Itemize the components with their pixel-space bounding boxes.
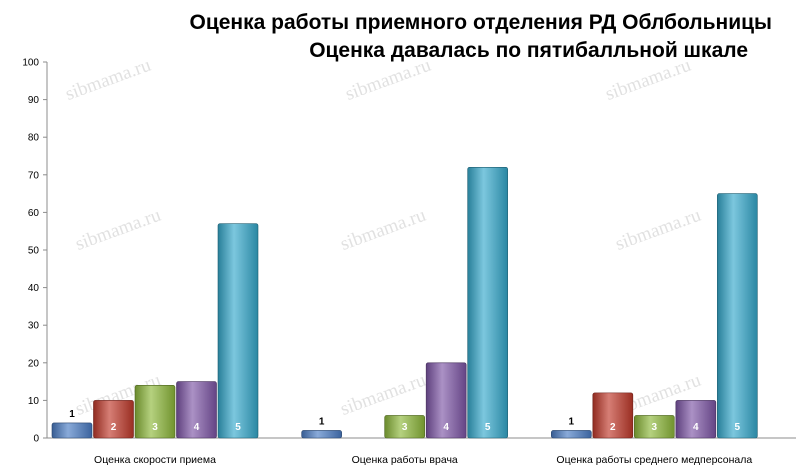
bar-label-0-2: 3 xyxy=(152,422,158,433)
bar-1-4 xyxy=(467,166,508,439)
bar-2-1 xyxy=(592,392,634,439)
category-label: Оценка работы врача xyxy=(352,454,458,466)
category-labels: Оценка скорости приема Оценка работы врач… xyxy=(94,454,752,466)
y-tick-label: 20 xyxy=(28,358,40,369)
bar-0-2 xyxy=(134,385,176,439)
bar-label-2-1: 2 xyxy=(610,422,616,433)
bar-label-0-0: 1 xyxy=(69,409,75,420)
bars: 1 2 3 4 5 1 3 4 5 1 2 3 4 5 xyxy=(51,166,758,439)
bar-label-1-2: 3 xyxy=(402,422,408,433)
bar-0-3 xyxy=(176,381,217,439)
y-tick-label: 0 xyxy=(33,434,39,445)
watermark-text: sibmama.ru xyxy=(63,55,154,105)
category-label: Оценка работы среднего медперсонала xyxy=(556,454,752,466)
bar-0-1 xyxy=(93,400,134,439)
watermark-text: sibmama.ru xyxy=(73,205,164,255)
category-label: Оценка скорости приема xyxy=(94,454,216,466)
y-tick-label: 60 xyxy=(28,208,40,219)
chart-subtitle: Оценка давалась по пятибалльной шкале xyxy=(309,39,748,62)
watermark-text: sibmama.ru xyxy=(343,55,434,105)
bar-label-0-1: 2 xyxy=(111,422,117,433)
y-tick-label: 70 xyxy=(28,170,40,181)
bar-0-0 xyxy=(51,422,93,439)
bar-label-1-3: 4 xyxy=(443,422,449,433)
bar-1-2 xyxy=(384,415,425,439)
y-tick-label: 90 xyxy=(28,95,40,106)
bar-0-4 xyxy=(217,223,259,439)
bar-2-0 xyxy=(551,430,592,439)
bar-1-3 xyxy=(425,362,467,439)
y-tick-label: 30 xyxy=(28,321,40,332)
bar-2-3 xyxy=(675,400,717,439)
bar-label-2-0: 1 xyxy=(569,416,575,427)
watermark-text: sibmama.ru xyxy=(338,205,429,255)
watermark-text: sibmama.ru xyxy=(338,370,429,420)
bar-label-1-0: 1 xyxy=(319,416,325,427)
watermark-text: sibmama.ru xyxy=(613,205,704,255)
bar-label-0-4: 5 xyxy=(235,422,241,433)
bar-label-2-3: 4 xyxy=(693,422,699,433)
chart-title: Оценка работы приемного отделения РД Обл… xyxy=(189,11,772,34)
bar-1-0 xyxy=(301,430,342,439)
bar-label-2-4: 5 xyxy=(735,422,741,433)
y-tick-label: 40 xyxy=(28,283,40,294)
bar-label-1-4: 5 xyxy=(485,422,491,433)
bar-2-4 xyxy=(717,193,758,439)
y-tick-label: 50 xyxy=(28,246,40,257)
bar-label-2-2: 3 xyxy=(652,422,658,433)
bar-2-2 xyxy=(634,415,675,439)
watermark-layer: sibmama.ru sibmama.ru sibmama.ru sibmama.ru… xyxy=(63,55,704,420)
watermark-text: sibmama.ru xyxy=(603,55,694,105)
y-tick-label: 10 xyxy=(28,396,40,407)
y-tick-label: 100 xyxy=(22,58,39,69)
y-tick-label: 80 xyxy=(28,133,40,144)
bar-label-0-3: 4 xyxy=(194,422,200,433)
